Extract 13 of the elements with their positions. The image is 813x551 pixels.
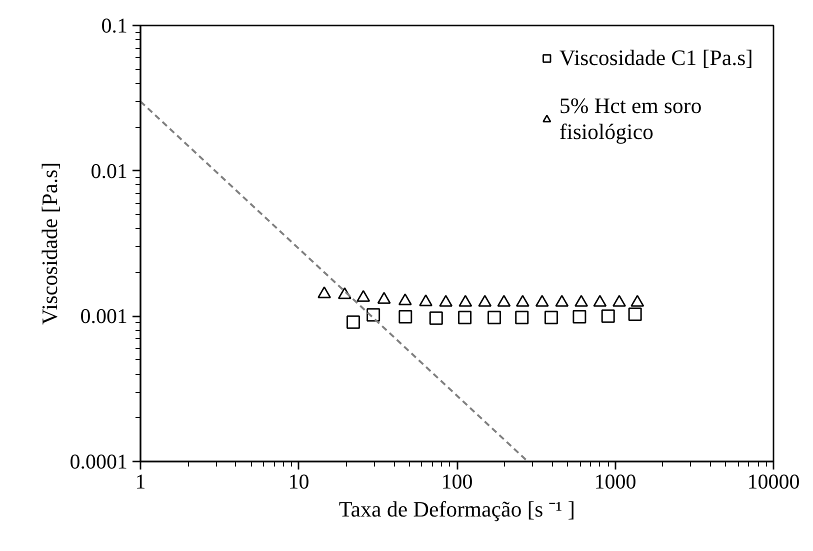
x-tick-label: 10 bbox=[288, 470, 310, 494]
x-tick-label: 1 bbox=[135, 470, 146, 494]
x-tick-label: 100 bbox=[441, 470, 473, 494]
x-axis-title: Taxa de Deformação [s ⁻¹ ] bbox=[338, 496, 576, 522]
y-tick-label: 0.01 bbox=[90, 158, 128, 183]
legend-label: Viscosidade C1 [Pa.s] bbox=[559, 45, 753, 71]
legend-label: 5% Hct em soro fisiológico bbox=[559, 93, 702, 145]
y-axis-title: Viscosidade [Pa.s] bbox=[36, 162, 62, 325]
y-tick-label: 0.1 bbox=[101, 14, 128, 38]
x-tick-label: 10000 bbox=[747, 470, 800, 494]
y-tick-label: 0.001 bbox=[80, 304, 128, 328]
x-tick-label: 1000 bbox=[594, 470, 636, 494]
y-tick-label: 0.0001 bbox=[70, 450, 128, 474]
